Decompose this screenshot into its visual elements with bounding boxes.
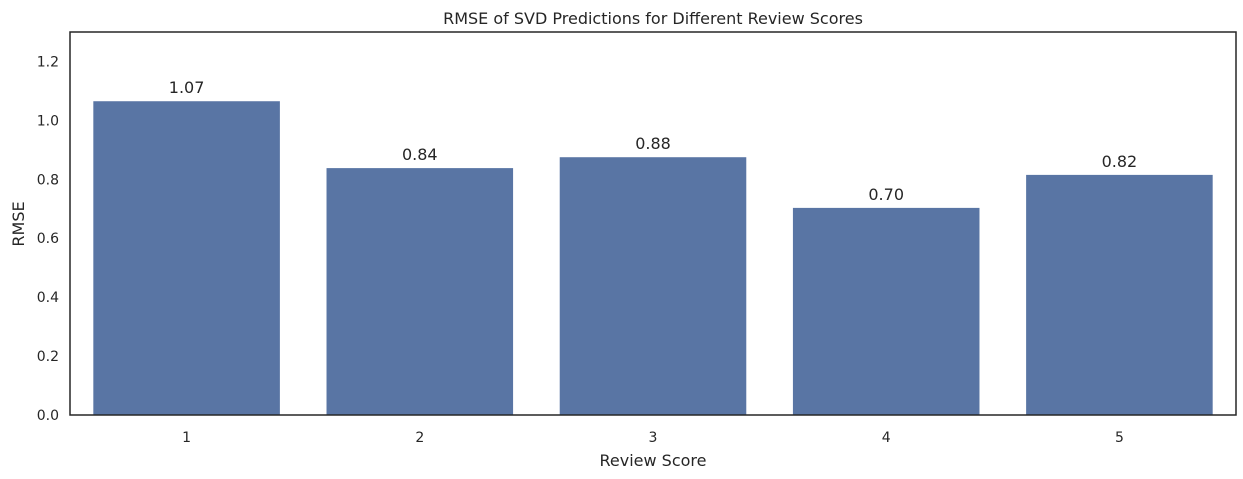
data-label-1: 1.07	[169, 78, 205, 97]
x-tick-label-1: 1	[182, 430, 191, 446]
y-tick-label: 0.8	[37, 172, 59, 188]
x-tick-label-2: 2	[415, 430, 424, 446]
x-tick-label-4: 4	[882, 430, 891, 446]
bars-group	[93, 101, 1213, 415]
data-label-5: 0.82	[1102, 152, 1138, 171]
plot-frame	[69, 31, 1237, 416]
y-tick-label: 0.0	[37, 408, 59, 424]
bar-1	[93, 101, 280, 415]
y-tick-label: 1.2	[37, 54, 59, 70]
y-tick-label: 0.2	[37, 349, 59, 365]
bar-2	[326, 168, 514, 415]
data-label-4: 0.70	[868, 185, 904, 204]
chart-title: RMSE of SVD Predictions for Different Re…	[443, 9, 863, 28]
x-tick-label-5: 5	[1115, 430, 1124, 446]
x-axis-label: Review Score	[600, 451, 707, 470]
y-axis-label: RMSE	[9, 201, 28, 246]
data-label-3: 0.88	[635, 134, 671, 153]
x-tick-label-3: 3	[649, 430, 658, 446]
data-label-2: 0.84	[402, 145, 438, 164]
bar-3	[559, 157, 747, 415]
data-labels-group: 1.07 0.84 0.88 0.70 0.82	[169, 78, 1137, 204]
bar-5	[1026, 174, 1213, 415]
bar-4	[792, 207, 980, 415]
y-tick-label: 0.4	[37, 290, 59, 306]
y-tick-label: 0.6	[37, 231, 59, 247]
y-axis-ticks: 0.0 0.2 0.4 0.6 0.8 1.0 1.2	[37, 54, 59, 424]
x-axis-ticks: 1 2 3 4 5	[182, 430, 1124, 446]
y-tick-label: 1.0	[37, 113, 59, 129]
